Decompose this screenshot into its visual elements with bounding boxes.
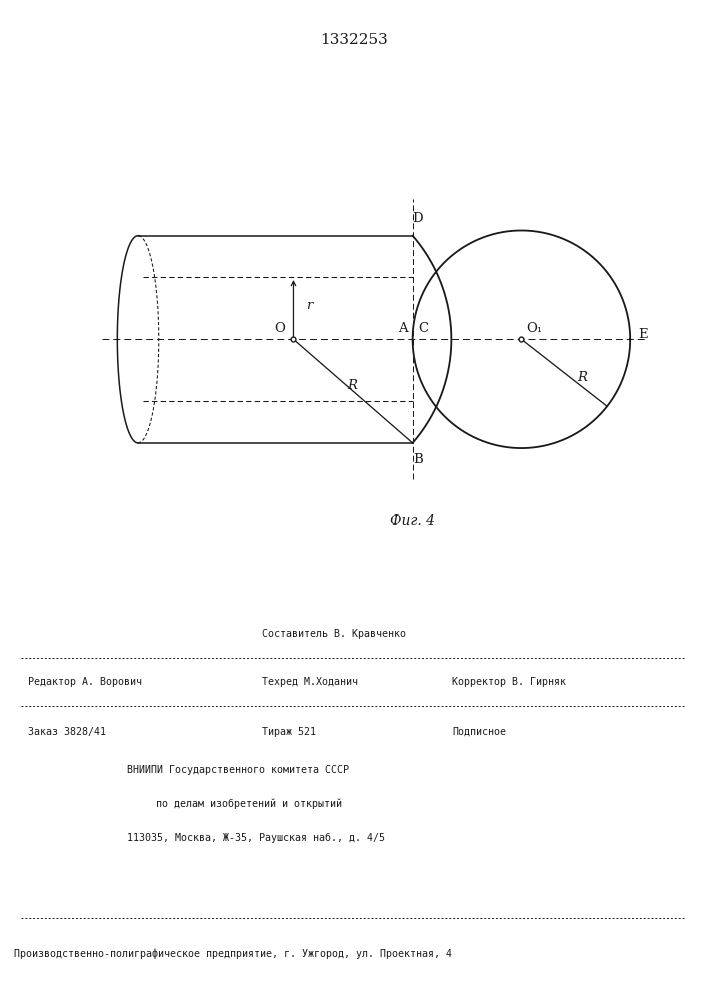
Text: A: A (398, 322, 407, 335)
Text: R: R (347, 379, 357, 392)
Text: C: C (418, 322, 428, 335)
Text: R: R (577, 371, 587, 384)
Text: 113035, Москва, Ж-35, Раушская наб., д. 4/5: 113035, Москва, Ж-35, Раушская наб., д. … (127, 833, 385, 843)
Text: Заказ 3828/41: Заказ 3828/41 (28, 727, 106, 737)
Text: по делам изобретений и открытий: по делам изобретений и открытий (156, 799, 341, 809)
Text: Подписное: Подписное (452, 727, 506, 737)
Text: Корректор В. Гирняк: Корректор В. Гирняк (452, 677, 566, 687)
Text: Редактор А. Ворович: Редактор А. Ворович (28, 677, 142, 687)
Text: O: O (274, 322, 285, 335)
Text: B: B (413, 453, 423, 466)
Text: Производственно-полиграфическое предприятие, г. Ужгород, ул. Проектная, 4: Производственно-полиграфическое предприя… (14, 949, 452, 959)
Text: ВНИИПИ Государственного комитета СССР: ВНИИПИ Государственного комитета СССР (127, 765, 349, 775)
Text: E: E (638, 328, 648, 341)
Text: Фиг. 4: Фиг. 4 (390, 514, 435, 528)
Text: Тираж 521: Тираж 521 (262, 727, 315, 737)
Text: 1332253: 1332253 (320, 33, 387, 47)
Text: O₁: O₁ (527, 322, 543, 335)
Text: Составитель В. Кравченко: Составитель В. Кравченко (262, 629, 406, 639)
Text: Техред М.Ходанич: Техред М.Ходанич (262, 677, 358, 687)
Text: r: r (306, 299, 312, 312)
Text: D: D (412, 212, 423, 225)
